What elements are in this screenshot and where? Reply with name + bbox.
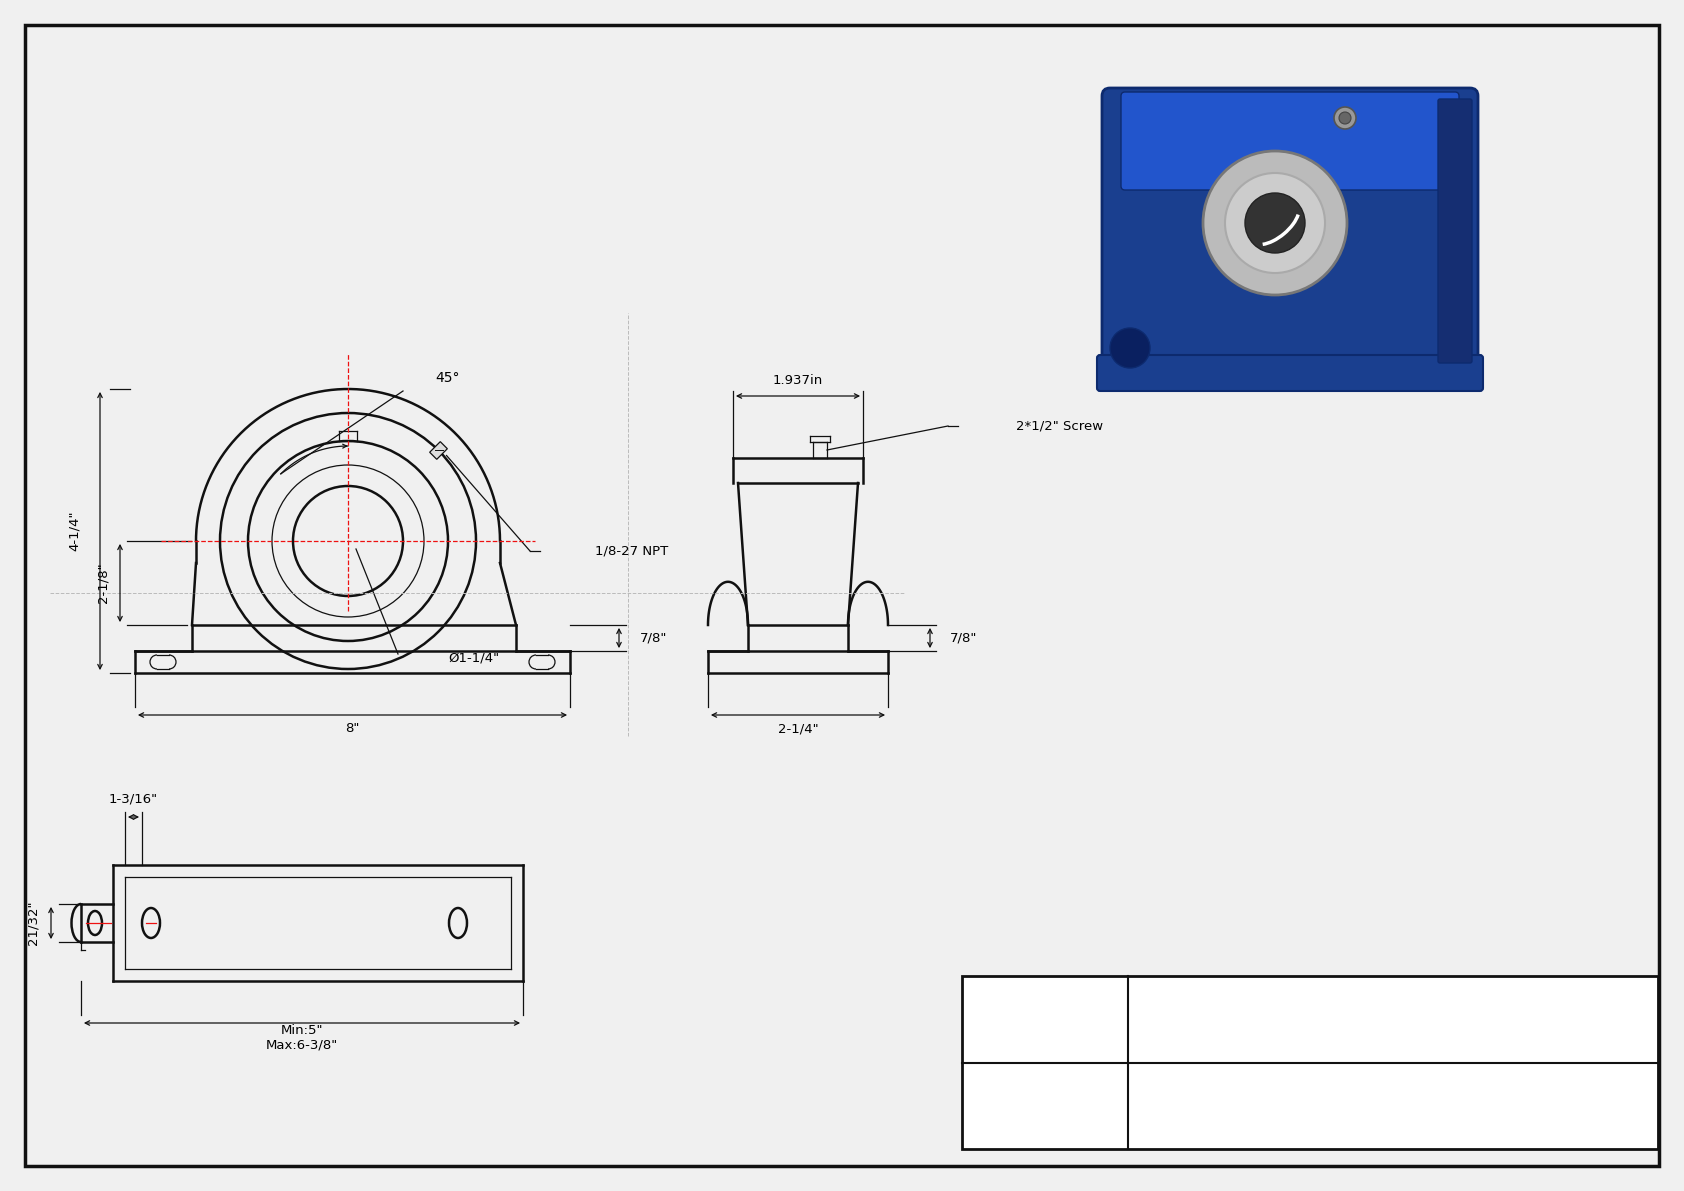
FancyBboxPatch shape	[1096, 355, 1484, 391]
Circle shape	[1202, 151, 1347, 295]
Bar	[962, 975, 1659, 1149]
Text: Part: Part	[1031, 1093, 1059, 1106]
FancyBboxPatch shape	[1122, 92, 1458, 191]
Circle shape	[1334, 107, 1356, 129]
Ellipse shape	[141, 908, 160, 939]
Text: 7/8": 7/8"	[640, 631, 667, 644]
Circle shape	[1110, 328, 1150, 368]
Text: 1.937in: 1.937in	[773, 374, 823, 387]
Circle shape	[1339, 112, 1351, 124]
Text: 2*1/2" Screw: 2*1/2" Screw	[1015, 419, 1103, 432]
Circle shape	[1224, 173, 1325, 273]
Ellipse shape	[450, 908, 466, 939]
Ellipse shape	[88, 911, 103, 935]
FancyBboxPatch shape	[1438, 99, 1472, 363]
Text: Min:5": Min:5"	[281, 1024, 323, 1037]
Text: 4-1/4": 4-1/4"	[67, 511, 81, 551]
Text: Set Screw Locking: Set Screw Locking	[1324, 1106, 1463, 1121]
Text: 21/32": 21/32"	[27, 900, 39, 946]
Text: Email: lilybearing@lily-bearing.com: Email: lilybearing@lily-bearing.com	[1270, 1022, 1516, 1036]
Text: ®: ®	[1078, 993, 1093, 1009]
Text: 2-1/8": 2-1/8"	[96, 562, 109, 604]
Bar	[429, 442, 448, 460]
Text: 8": 8"	[345, 723, 360, 736]
Text: Max:6-3/8": Max:6-3/8"	[266, 1039, 338, 1052]
Text: UCPX07-20: UCPX07-20	[1339, 1089, 1448, 1108]
Text: Number: Number	[1017, 1106, 1073, 1121]
Text: 7/8": 7/8"	[950, 631, 977, 644]
Text: SHANGHAI LILY BEARING LIMITED: SHANGHAI LILY BEARING LIMITED	[1266, 1002, 1521, 1017]
Text: 1-3/16": 1-3/16"	[109, 792, 158, 805]
Text: 1/8-27 NPT: 1/8-27 NPT	[594, 544, 669, 557]
Text: Ø1-1/4": Ø1-1/4"	[448, 651, 498, 665]
Circle shape	[1244, 193, 1305, 252]
FancyBboxPatch shape	[1101, 88, 1479, 374]
Text: LILY: LILY	[982, 991, 1098, 1043]
Text: 45°: 45°	[436, 372, 460, 385]
Text: 2-1/4": 2-1/4"	[778, 723, 818, 736]
